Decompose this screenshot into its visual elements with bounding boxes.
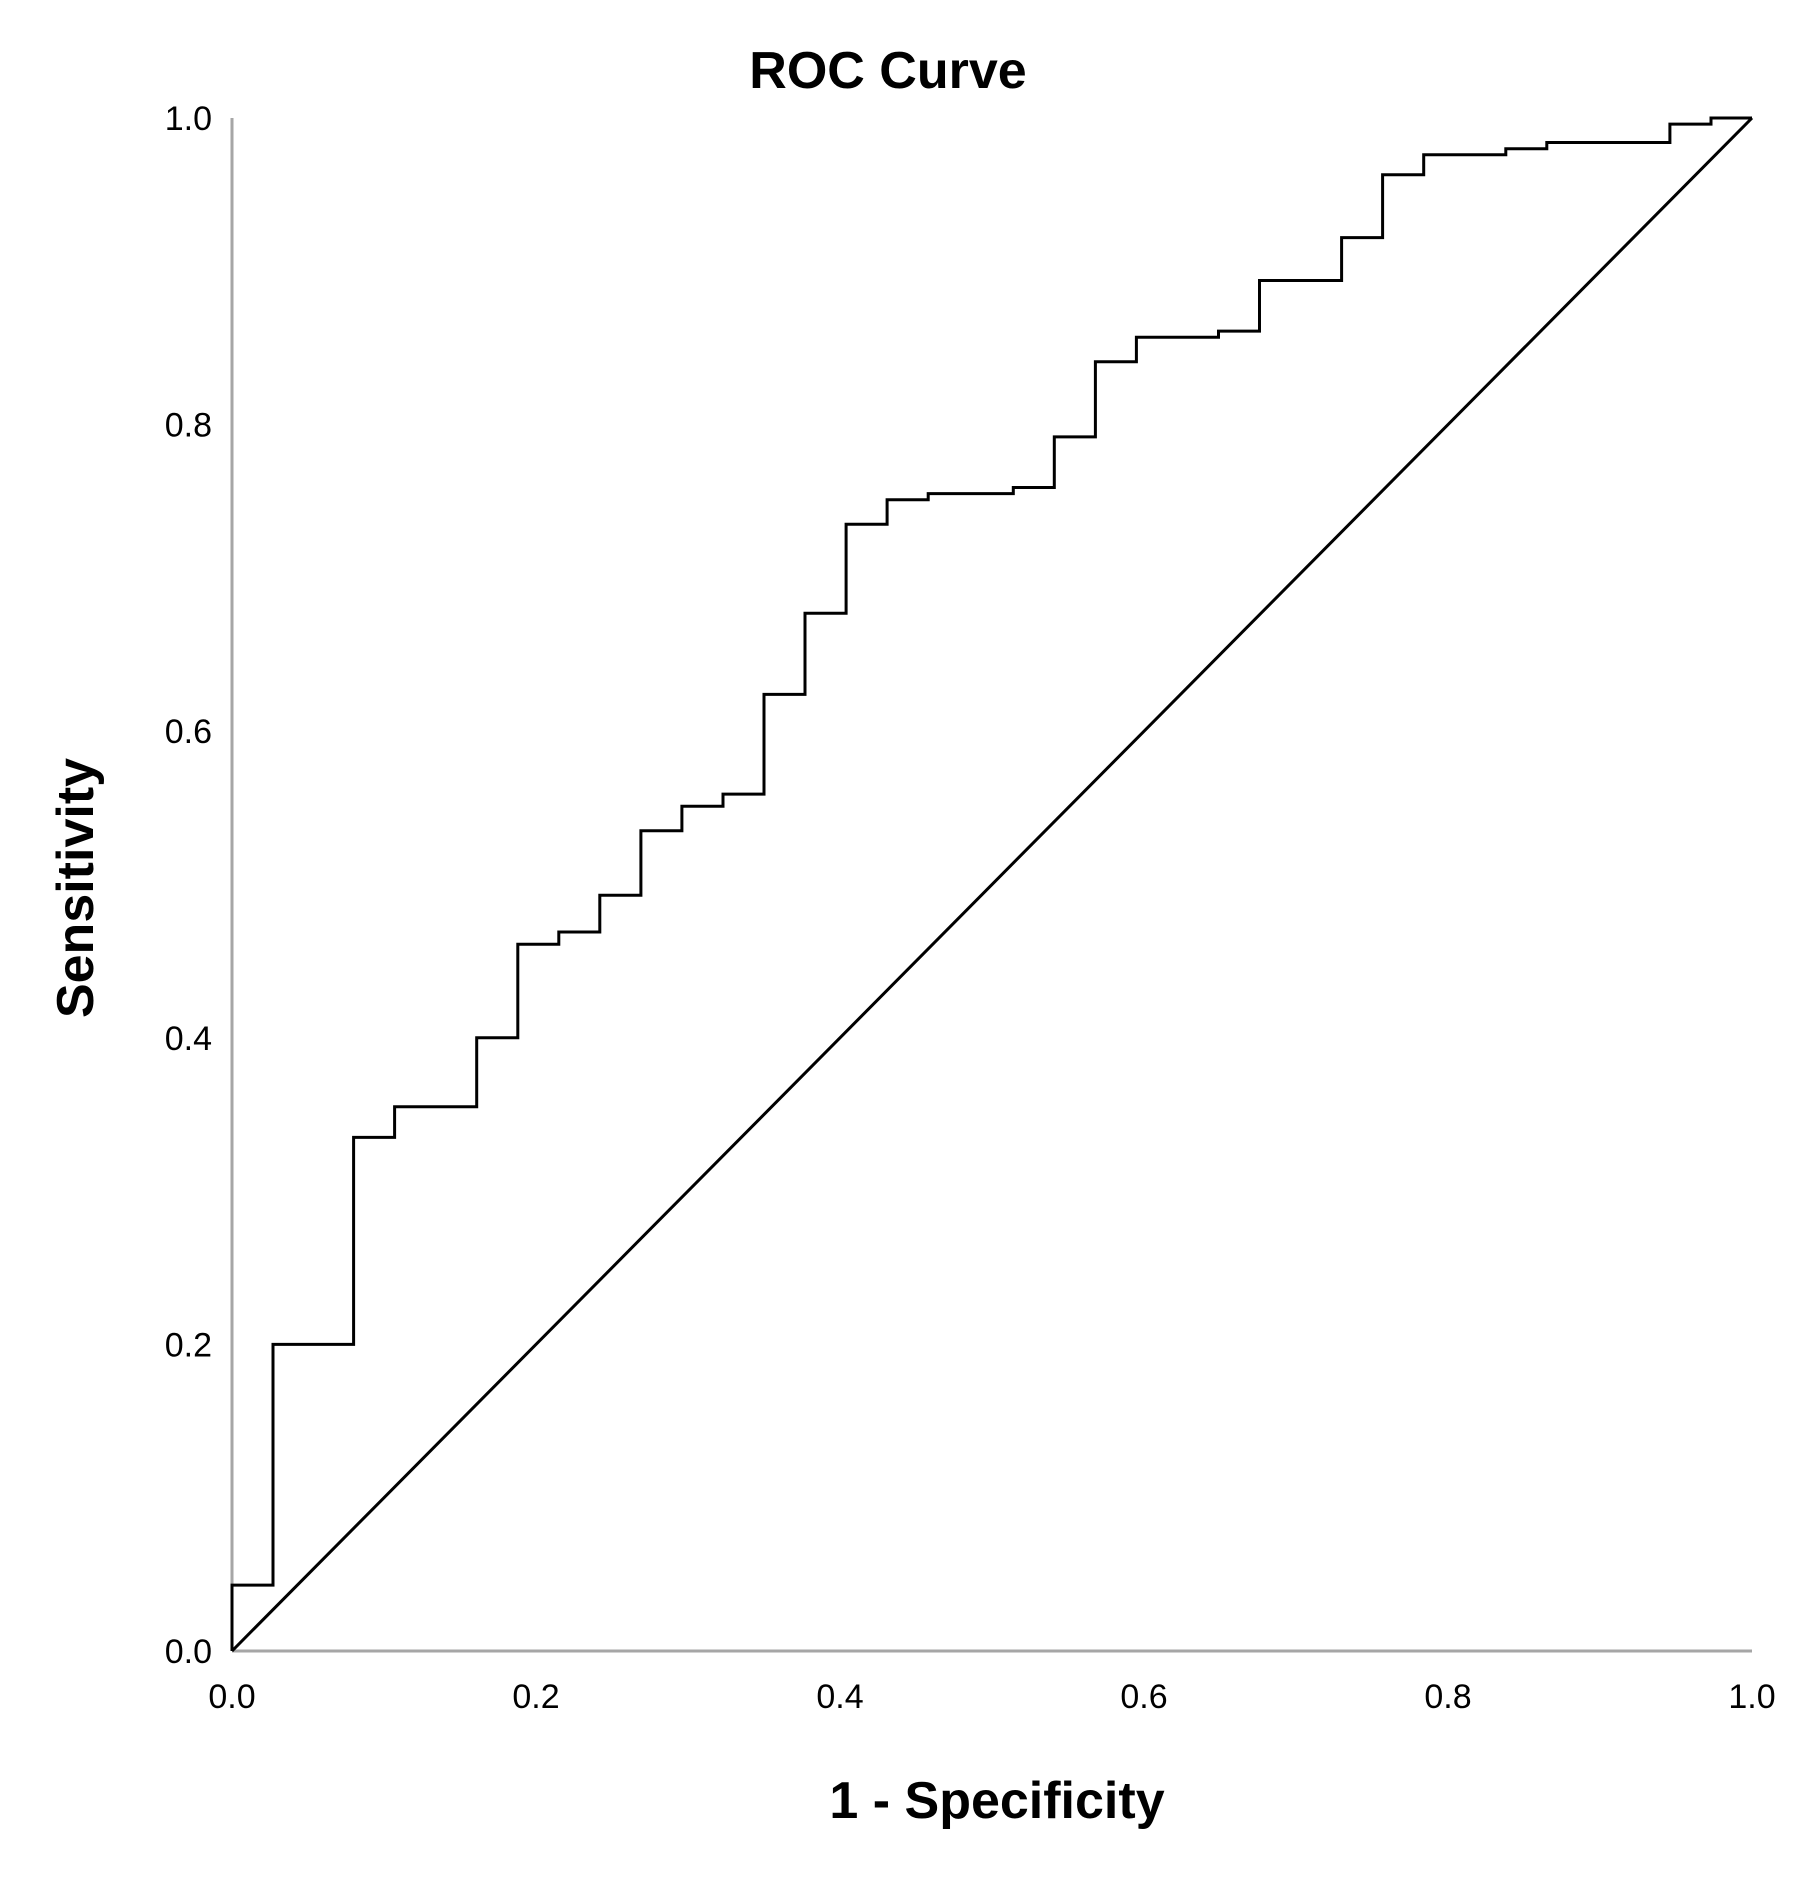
y-tick-label: 1.0 [165, 100, 212, 138]
y-axis-label: Sensitivity [47, 758, 105, 1018]
x-tick-label: 1.0 [1728, 1678, 1775, 1716]
x-tick-label: 0.2 [512, 1678, 559, 1716]
y-tick-label: 0.4 [165, 1020, 212, 1058]
chart-title: ROC Curve [749, 42, 1026, 100]
y-tick-label: 0.8 [165, 407, 212, 445]
x-tick-label: 0.6 [1120, 1678, 1167, 1716]
roc-curve-line [230, 116, 1752, 1651]
y-tick-labels: 0.0 0.2 0.4 0.6 0.8 1.0 [165, 100, 212, 1671]
y-tick-label: 0.6 [165, 713, 212, 751]
x-tick-label: 0.0 [208, 1678, 255, 1716]
reference-diagonal-line [230, 116, 1754, 1653]
y-tick-label: 0.0 [165, 1633, 212, 1671]
x-tick-label: 0.8 [1424, 1678, 1471, 1716]
series-layer [230, 116, 1754, 1653]
x-axis-label: 1 - Specificity [829, 1772, 1164, 1830]
plot-area: 0.0 0.2 0.4 0.6 0.8 1.0 0.0 0.2 0.4 0.6 0.8 1.0 [165, 100, 1776, 1716]
y-tick-label: 0.2 [165, 1326, 212, 1364]
x-tick-label: 0.4 [816, 1678, 863, 1716]
x-tick-labels: 0.0 0.2 0.4 0.6 0.8 1.0 [208, 1678, 1775, 1716]
